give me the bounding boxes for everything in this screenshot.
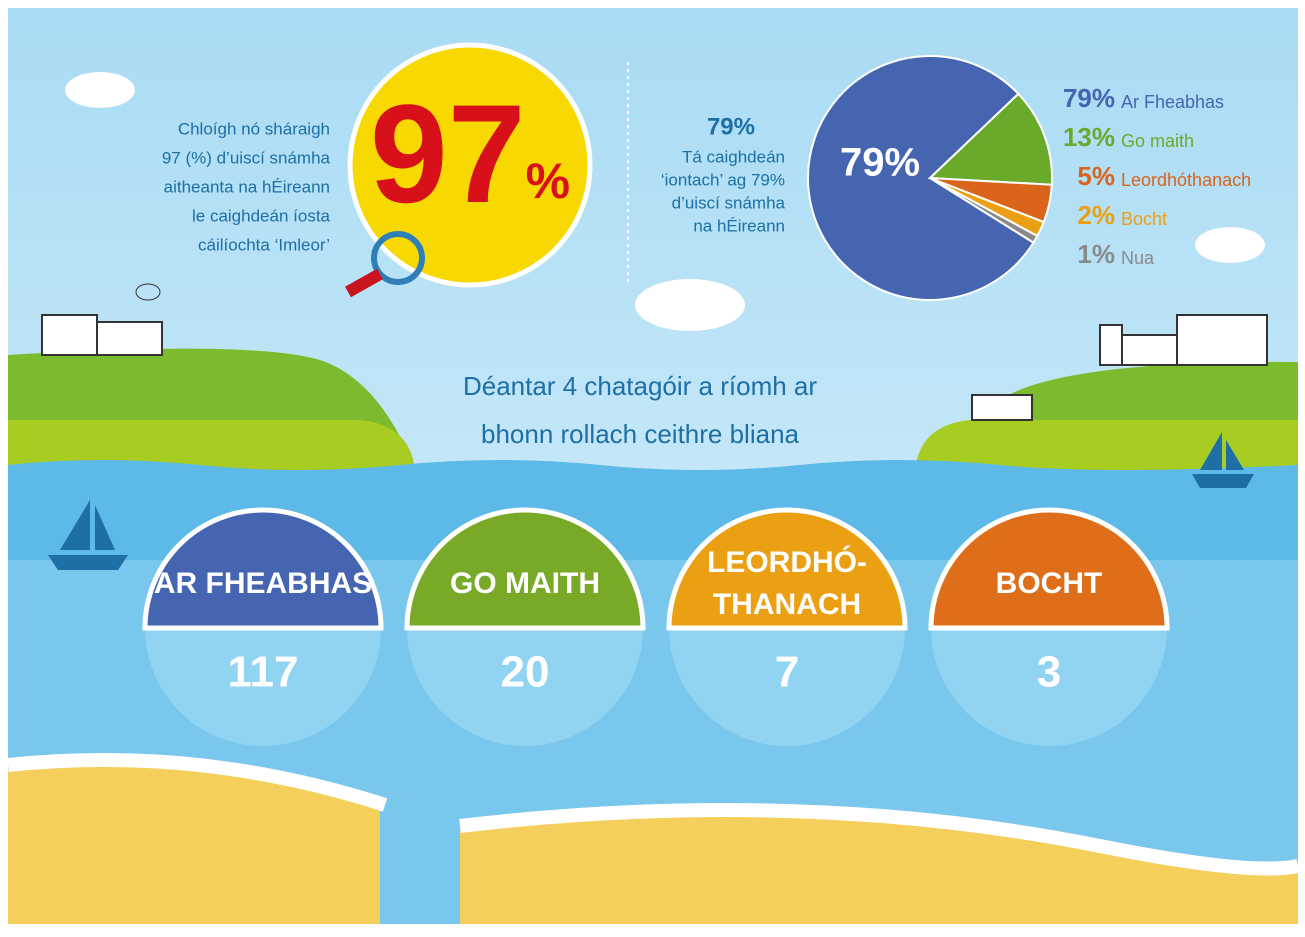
category-label: BOCHT — [996, 567, 1103, 600]
category-count: 117 — [228, 648, 299, 697]
intro-line: aitheanta na hÉireann — [164, 177, 330, 196]
intro-line: cáilíochta ‘Imleor’ — [198, 235, 330, 254]
pie-headline: 79% — [707, 113, 755, 140]
pie-note-line: d’uiscí snámha — [672, 193, 786, 212]
pie-note-line: Tá caighdeán — [682, 147, 785, 166]
infographic: 97% 79% Déantar 4 chatagóir a ríomh ar b… — [0, 0, 1305, 932]
category-label: AR FHEABHAS — [154, 567, 372, 600]
intro-line: 97 (%) d’uiscí snámha — [162, 148, 331, 167]
hill-right-front — [915, 420, 1298, 470]
category-count: 3 — [1037, 648, 1061, 697]
stat-unit: % — [526, 153, 570, 209]
category-label: GO MAITH — [450, 567, 600, 600]
category-count: 7 — [775, 648, 799, 697]
legend-value: 13% — [1063, 122, 1115, 152]
legend-value: 79% — [1063, 83, 1115, 113]
category-count: 20 — [501, 648, 550, 697]
heading-line: Déantar 4 chatagóir a ríomh ar — [463, 371, 817, 401]
intro-line: le caighdeán íosta — [192, 206, 331, 225]
pie-center-label: 79% — [840, 141, 920, 185]
pie-note-line: ‘iontach’ ag 79% — [661, 170, 785, 189]
pie-note-line: na hÉireann — [693, 216, 785, 235]
legend-value: 1% — [1077, 239, 1115, 269]
legend-label: Bocht — [1121, 209, 1167, 229]
category-label: LEORDHÓ- — [707, 545, 867, 579]
legend-value: 2% — [1077, 200, 1115, 230]
legend-label: Nua — [1121, 248, 1155, 268]
intro-line: Chloígh nó sháraigh — [178, 119, 330, 138]
category-label: THANACH — [713, 588, 861, 621]
legend-value: 5% — [1077, 161, 1115, 191]
heading-line: bhonn rollach ceithre bliana — [481, 419, 800, 449]
legend-label: Leordhóthanach — [1121, 170, 1251, 190]
legend-label: Go maith — [1121, 131, 1194, 151]
stat-number: 97 — [370, 75, 526, 232]
legend-label: Ar Fheabhas — [1121, 92, 1224, 112]
